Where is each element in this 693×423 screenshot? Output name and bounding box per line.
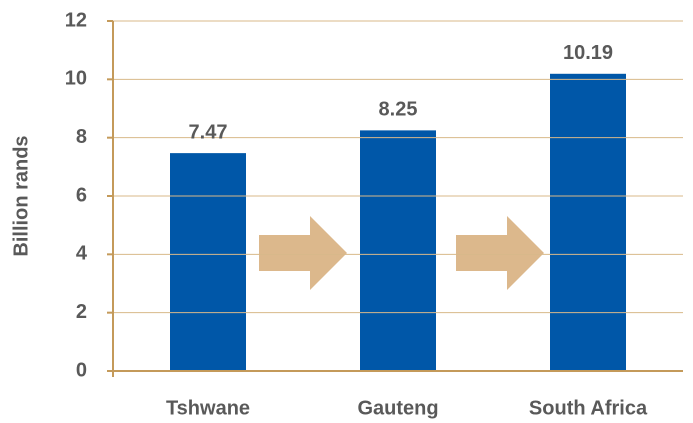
y-axis-label: Billion rands — [10, 135, 32, 256]
y-tick-label: 12 — [65, 9, 87, 31]
y-tick-label: 0 — [76, 359, 87, 381]
y-tick-label: 2 — [76, 301, 87, 323]
x-tick-label: South Africa — [529, 397, 648, 419]
y-tick-label: 4 — [76, 243, 88, 265]
bar — [360, 130, 436, 371]
data-label: 10.19 — [563, 42, 613, 64]
arrow — [456, 216, 544, 290]
y-tick-label: 6 — [76, 184, 87, 206]
y-tick-label: 8 — [76, 126, 87, 148]
y-tick-label: 10 — [65, 68, 87, 90]
arrow — [259, 216, 347, 290]
bar — [170, 153, 246, 371]
data-label: 8.25 — [379, 99, 418, 121]
arrows — [259, 216, 544, 290]
bar — [550, 73, 626, 372]
x-tick-label: Tshwane — [166, 397, 250, 419]
x-tick-label: Gauteng — [357, 397, 438, 419]
data-label: 7.47 — [189, 121, 228, 143]
